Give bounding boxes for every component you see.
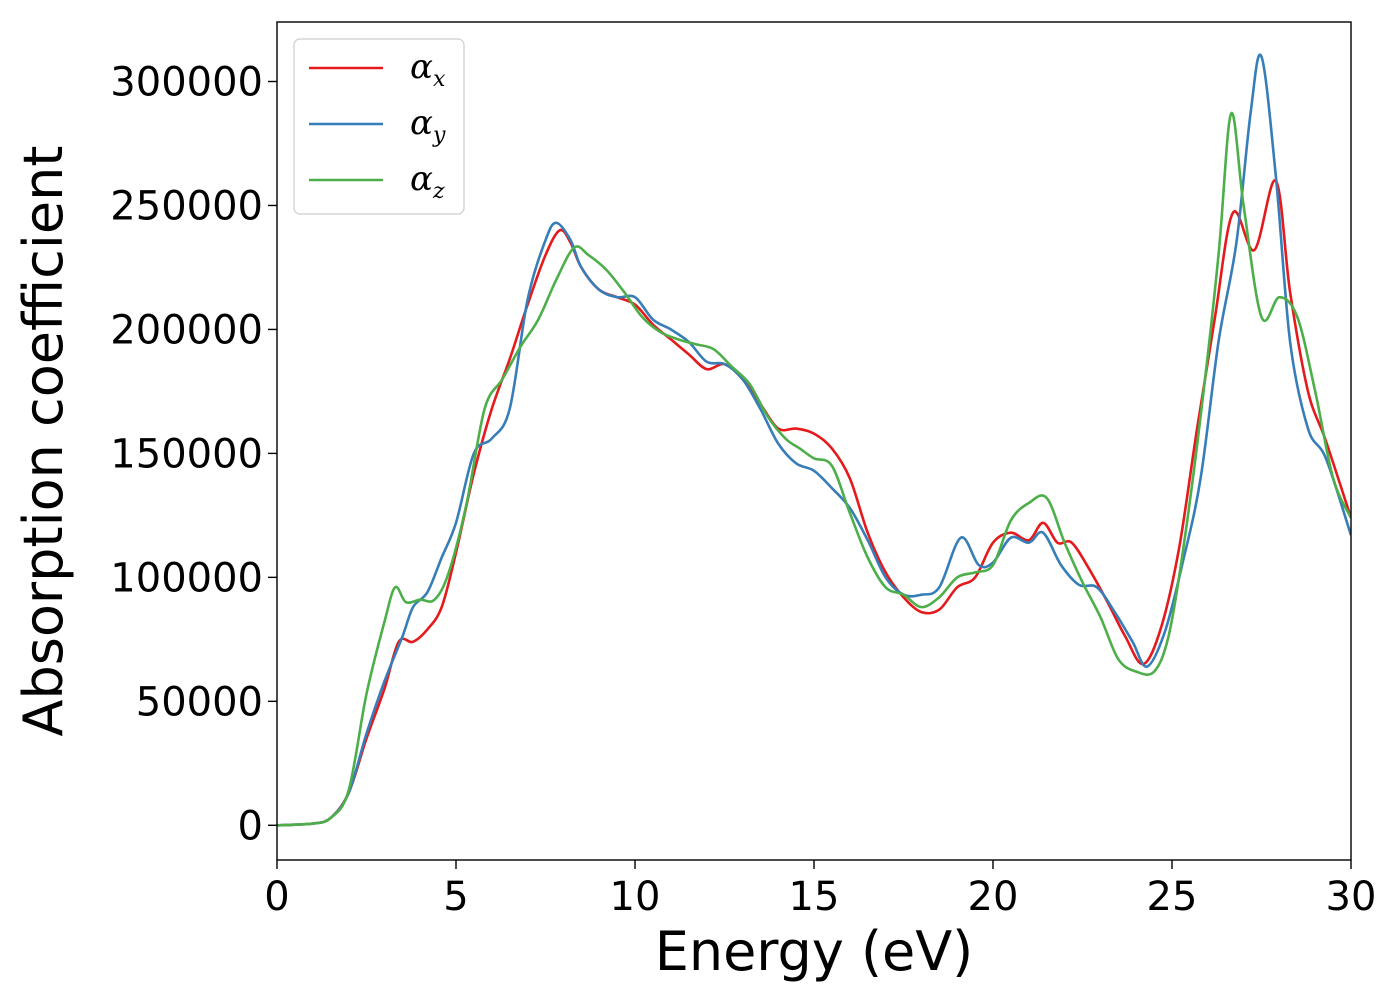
x-tick-label: 5	[443, 874, 468, 920]
x-tick-label: 10	[610, 874, 661, 920]
y-tick-label: 200000	[110, 307, 263, 353]
y-tick-label: 250000	[110, 183, 263, 229]
x-tick-label: 25	[1147, 874, 1198, 920]
y-tick-label: 100000	[110, 555, 263, 601]
y-tick-label: 300000	[110, 60, 263, 106]
x-axis: 0 5 10 15 20 25 30	[264, 860, 1376, 920]
series-layer	[277, 53, 1351, 827]
x-tick-label: 0	[264, 874, 289, 920]
legend-label-alpha-y: αy	[410, 103, 446, 148]
y-tick-label: 0	[238, 803, 263, 849]
x-tick-label: 15	[789, 874, 840, 920]
y-axis-label: Absorption coefficient	[12, 146, 75, 737]
legend-label-alpha-x: αx	[410, 47, 446, 92]
legend-box	[293, 38, 465, 215]
x-axis-label: Energy (eV)	[655, 920, 974, 983]
legend: αx αy αz	[293, 38, 465, 215]
y-axis: 0 50000 100000 150000 200000 250000 300000	[110, 60, 277, 849]
y-tick-label: 50000	[136, 679, 263, 725]
x-tick-label: 20	[968, 874, 1019, 920]
series-line-alpha-z	[277, 111, 1351, 827]
legend-label-alpha-z: αz	[410, 159, 445, 204]
x-tick-label: 30	[1326, 874, 1377, 920]
series-line-alpha-y	[277, 53, 1351, 827]
y-tick-label: 150000	[110, 431, 263, 477]
